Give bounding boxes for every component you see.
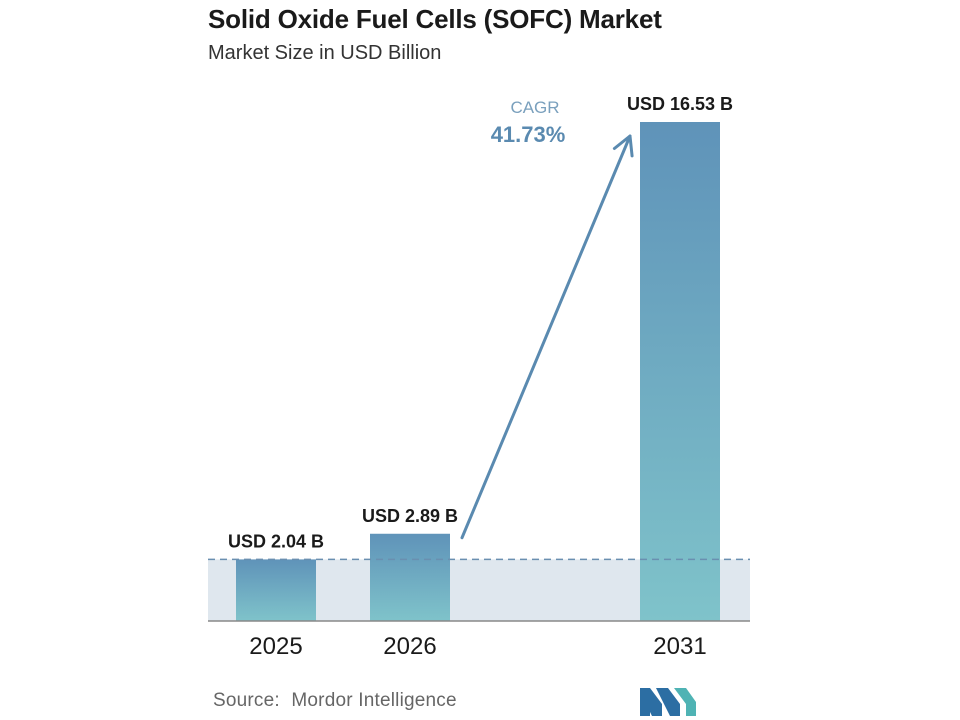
cagr-value: 41.73% — [491, 122, 566, 147]
data-label-2031: USD 16.53 B — [627, 94, 733, 114]
data-label-2026: USD 2.89 B — [362, 506, 458, 526]
mordor-intelligence-logo-icon — [640, 688, 696, 716]
data-label-2025: USD 2.04 B — [228, 531, 324, 551]
bar-2026 — [370, 533, 450, 621]
source-label: Source: — [213, 690, 280, 711]
bar-2025 — [236, 559, 316, 621]
category-label-2026: 2026 — [383, 633, 436, 660]
source-line: Source: Mordor Intelligence — [213, 690, 457, 712]
source-name: Mordor Intelligence — [291, 690, 457, 711]
category-label-2025: 2025 — [249, 633, 302, 660]
category-label-2031: 2031 — [653, 633, 706, 660]
cagr-label: CAGR — [510, 98, 559, 117]
chart-title: Solid Oxide Fuel Cells (SOFC) Market — [208, 4, 662, 34]
cagr-arrow — [460, 134, 632, 540]
chart-subtitle: Market Size in USD Billion — [208, 42, 442, 64]
cagr-arrow-head-icon — [612, 134, 634, 158]
bar-2031 — [640, 122, 720, 621]
